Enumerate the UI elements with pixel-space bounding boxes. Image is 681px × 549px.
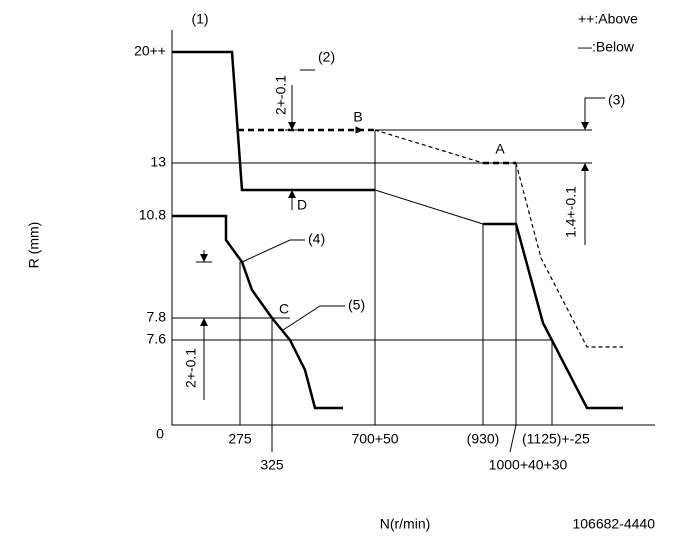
leader: [241, 239, 345, 331]
callout: (3): [608, 92, 625, 108]
reference-lines: [172, 129, 592, 341]
point-label: A: [495, 141, 505, 157]
y-tick-label: 10.8: [139, 207, 166, 223]
point-label: C: [279, 301, 289, 317]
x-tick-label: 700+50: [351, 431, 398, 447]
dimension-label: 1.4+-0.1: [563, 186, 579, 238]
dimension-label: 2+-0.1: [273, 75, 289, 115]
x-tick-label: 275: [228, 431, 252, 447]
dimension-label: 2+-0.1: [183, 348, 199, 388]
y-tick-label: 7.8: [147, 309, 167, 325]
y-tick-label: 13: [150, 154, 166, 170]
x-tick-label: (1125)+-25: [522, 431, 590, 447]
callout: (1): [191, 11, 208, 27]
governor-curve: [483, 222, 623, 410]
curve-segment: [374, 189, 484, 225]
above-curve: [374, 129, 623, 348]
x-axis-label: N(r/min): [380, 516, 431, 532]
point-marks: [300, 126, 504, 191]
dimension-2: [285, 85, 300, 210]
x-tick-label: 1000+40+30: [489, 457, 568, 473]
callout: (2): [318, 49, 335, 65]
above-curve: [238, 128, 516, 165]
callout: (5): [348, 297, 365, 313]
vertical-lines: [239, 130, 553, 453]
y-tick-label: 7.6: [147, 331, 167, 347]
legend-above: ++:Above: [578, 11, 638, 27]
axes: [171, 30, 655, 426]
y-tick-label: 20++: [134, 43, 166, 59]
y-axis-label: R (mm): [26, 222, 42, 269]
x-tick-label: (930): [467, 431, 500, 447]
dimension-3: [584, 97, 605, 245]
legend-below: —:Below: [578, 39, 635, 55]
arrow: [581, 122, 589, 171]
y-tick-label: 0: [156, 426, 164, 442]
drawing-code: 106682-4440: [572, 516, 655, 532]
full-load-curve: [172, 50, 375, 192]
idle-curve: [172, 214, 343, 410]
arrow: [200, 254, 208, 326]
x-tick-label: 325: [260, 457, 284, 473]
arrow: [288, 122, 296, 198]
callout: (4): [308, 231, 325, 247]
point-label: B: [353, 109, 362, 125]
point-label: D: [297, 197, 307, 213]
